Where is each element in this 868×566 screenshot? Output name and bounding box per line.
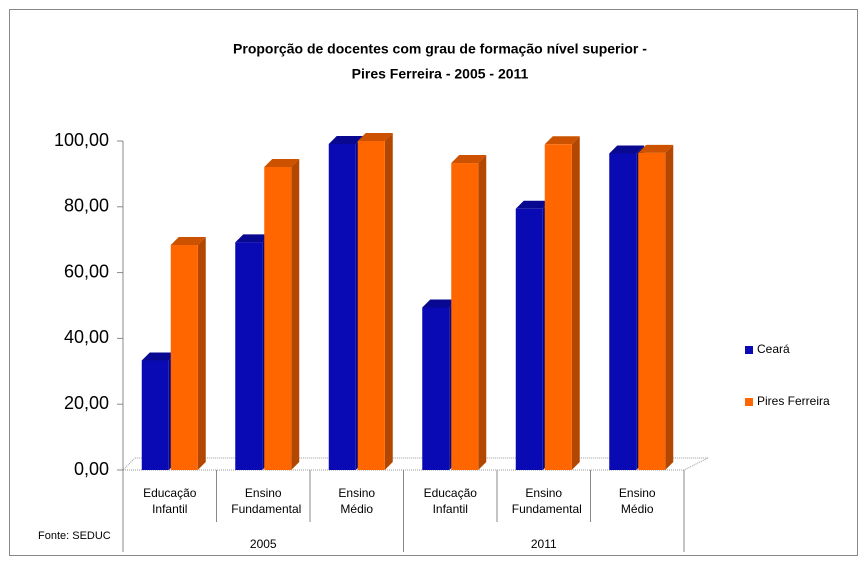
bar-top	[264, 158, 300, 167]
bar-side	[478, 155, 487, 470]
bar	[170, 244, 198, 470]
legend-label: Pires Ferreira	[757, 394, 830, 408]
group-label: 2005	[250, 537, 277, 551]
bar-top	[141, 352, 177, 361]
legend-swatch	[745, 346, 753, 354]
bar-side	[665, 144, 674, 470]
bar	[141, 360, 169, 470]
source-note: Fonte: SEDUC	[38, 530, 111, 542]
bar-top	[170, 236, 206, 245]
chart-title: Proporção de docentes com grau de formaç…	[233, 41, 647, 57]
bar	[235, 242, 263, 470]
bar	[422, 307, 450, 470]
bar-top	[515, 200, 551, 209]
x-tick-label: Ensino Médio	[338, 486, 376, 516]
y-tick-label: 60,00	[64, 261, 109, 281]
y-tick-label: 40,00	[64, 327, 109, 347]
y-tick-label: 0,00	[74, 459, 109, 479]
y-tick-label: 20,00	[64, 393, 109, 413]
bar-top	[422, 299, 458, 308]
legend-label: Ceará	[757, 342, 790, 356]
bar-side	[291, 158, 300, 470]
bar	[638, 152, 666, 470]
x-tick-label: Ensino Fundamental	[231, 486, 302, 516]
bar-side	[571, 136, 580, 471]
bar-top	[451, 155, 487, 164]
group-label: 2011	[531, 537, 557, 551]
bar	[609, 153, 637, 470]
chart-border	[9, 9, 858, 556]
x-tick-label: Educação Infantil	[423, 486, 477, 516]
bar-top	[544, 136, 580, 145]
bar-side	[384, 133, 393, 470]
x-tick-label: Ensino Fundamental	[511, 486, 582, 516]
bar-top	[328, 135, 364, 144]
legend-swatch	[745, 398, 753, 406]
x-tick-label: Educação Infantil	[143, 486, 197, 516]
bar	[544, 144, 572, 471]
bar	[328, 143, 356, 470]
bar	[515, 208, 543, 471]
bar	[357, 141, 385, 470]
bar-top	[638, 144, 674, 153]
bar-top	[235, 234, 271, 243]
bar	[451, 163, 479, 470]
x-tick-label: Ensino Médio	[618, 486, 656, 516]
chart-title: Pires Ferreira - 2005 - 2011	[352, 66, 529, 82]
bar	[264, 166, 292, 470]
bar-top	[609, 145, 645, 154]
bar-side	[197, 236, 206, 470]
bar-top	[357, 133, 393, 141]
y-tick-label: 80,00	[64, 196, 109, 216]
y-tick-label: 100,00	[54, 130, 109, 150]
